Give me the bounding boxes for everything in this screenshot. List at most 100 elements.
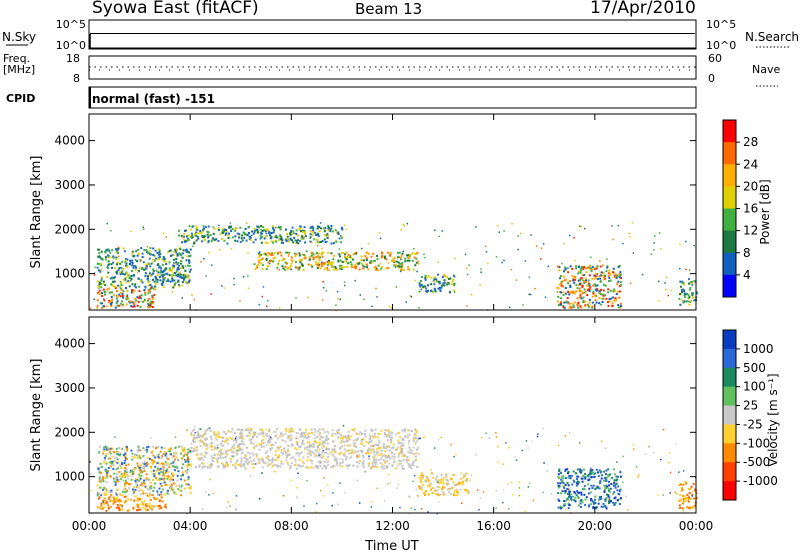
echo-point [683,294,686,297]
echo-point [290,239,293,242]
echo-point [165,456,168,459]
echo-noise [185,459,188,461]
echo-point [311,462,314,465]
echo-point [177,261,180,264]
echo-point [365,441,368,444]
echo-point [146,277,149,280]
echo-point [142,447,145,450]
echo-point [136,497,139,500]
echo-noise [478,508,480,511]
echo-point [427,479,430,482]
echo-point [268,252,271,255]
echo-point [603,490,606,493]
echo-point [384,467,387,470]
echo-point [110,490,113,493]
echo-noise [420,288,422,291]
echo-point [103,492,106,495]
echo-point [588,504,591,507]
echo-noise [305,250,308,253]
echo-noise [399,506,401,509]
echo-point [618,296,621,299]
echo-point [281,439,284,442]
echo-point [114,483,117,486]
echo-point [558,266,561,269]
echo-point [353,264,356,267]
echo-noise [265,305,268,307]
echo-point [150,465,153,468]
echo-point [378,439,381,442]
echo-noise [283,494,285,497]
echo-point [252,241,255,244]
echo-noise [475,226,477,228]
echo-point [165,468,168,471]
echo-point [198,434,201,437]
echo-point [309,459,312,462]
echo-noise [626,509,629,511]
echo-point [425,490,428,493]
echo-noise [433,447,436,449]
echo-point [132,291,135,294]
echo-noise [375,287,377,290]
echo-point [410,464,413,467]
echo-noise [653,249,655,251]
echo-point [181,466,184,469]
echo-noise [550,493,553,495]
echo-point [187,461,190,464]
echo-point [376,254,379,257]
echo-point [568,293,571,296]
echo-point [332,242,335,245]
echo-point [106,288,109,291]
echo-point [587,475,590,478]
echo-point [209,443,212,446]
echo-noise [529,293,532,296]
echo-noise [670,289,673,292]
echo-point [231,227,234,230]
echo-point [563,301,566,304]
echo-point [259,460,262,463]
echo-point [590,498,593,501]
echo-point [158,468,161,471]
echo-point [122,454,125,457]
echo-point [571,274,574,277]
echo-point [380,256,383,259]
echo-point [616,275,619,278]
echo-point [335,463,338,466]
echo-point [161,455,164,458]
echo-point [595,507,598,510]
echo-noise [522,304,524,306]
echo-point [570,498,573,501]
echo-point [321,451,324,454]
echo-point [417,262,420,265]
echo-point [170,453,173,456]
echo-point [338,237,341,240]
echo-point [378,454,381,457]
echo-point [326,263,329,266]
echo-point [594,267,597,270]
echo-point [215,459,218,462]
echo-point [398,462,401,465]
echo-noise [573,236,575,239]
echo-point [200,457,203,460]
echo-point [589,267,592,270]
echo-noise [376,296,378,298]
echo-point [312,452,315,455]
echo-point [691,292,694,295]
echo-point [364,429,367,432]
echo-point [308,432,311,435]
echo-point [692,296,695,299]
echo-point [578,279,581,282]
echo-point [406,436,409,439]
echo-point [99,507,102,510]
colorbar-swatch [723,120,736,143]
echo-point [117,480,120,483]
echo-point [433,280,436,283]
echo-point [176,275,179,278]
echo-point [329,261,332,264]
echo-noise [169,480,172,483]
echo-point [583,288,586,291]
echo-point [198,464,201,467]
echo-point [287,266,290,269]
echo-point [385,434,388,437]
colorbar-swatch [723,330,736,350]
echo-point [249,429,252,432]
